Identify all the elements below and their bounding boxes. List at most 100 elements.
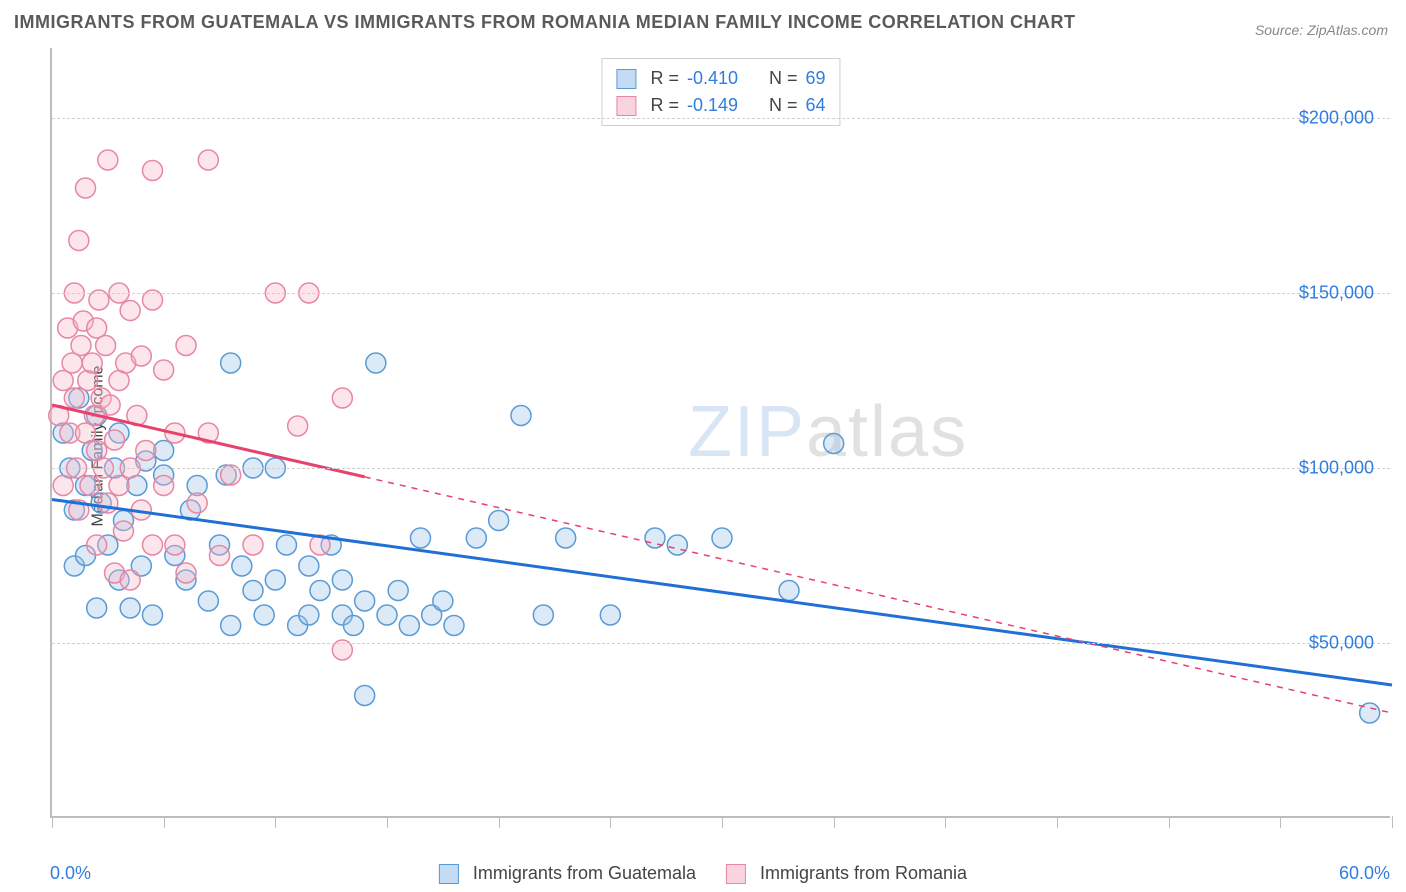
- x-tick: [275, 816, 276, 828]
- data-point: [221, 353, 241, 373]
- x-tick: [52, 816, 53, 828]
- gridline: [52, 293, 1390, 294]
- data-point: [243, 581, 263, 601]
- data-point: [444, 616, 464, 636]
- x-tick: [387, 816, 388, 828]
- data-point: [221, 616, 241, 636]
- n-label: N =: [769, 92, 798, 119]
- data-point: [96, 336, 116, 356]
- data-point: [176, 336, 196, 356]
- data-point: [80, 476, 100, 496]
- y-tick-label: $200,000: [1299, 108, 1374, 129]
- data-point: [366, 353, 386, 373]
- data-point: [779, 581, 799, 601]
- n-value: 64: [806, 92, 826, 119]
- data-point: [131, 346, 151, 366]
- legend-swatch: [616, 69, 636, 89]
- data-point: [299, 605, 319, 625]
- x-axis-end-label: 60.0%: [1339, 863, 1390, 884]
- data-point: [100, 395, 120, 415]
- data-point: [198, 150, 218, 170]
- data-point: [136, 441, 156, 461]
- gridline: [52, 118, 1390, 119]
- bottom-legend-item: Immigrants from Romania: [726, 863, 967, 884]
- data-point: [466, 528, 486, 548]
- series-label: Immigrants from Romania: [760, 863, 967, 884]
- data-point: [120, 301, 140, 321]
- data-point: [712, 528, 732, 548]
- legend-stats-row: R = -0.149 N = 64: [616, 92, 825, 119]
- data-point: [600, 605, 620, 625]
- data-point: [232, 556, 252, 576]
- data-point: [113, 521, 133, 541]
- r-value: -0.149: [687, 92, 738, 119]
- legend-swatch: [439, 864, 459, 884]
- data-point: [411, 528, 431, 548]
- data-point: [69, 231, 89, 251]
- data-point: [143, 161, 163, 181]
- data-point: [76, 178, 96, 198]
- data-point: [288, 416, 308, 436]
- data-point: [143, 535, 163, 555]
- data-point: [165, 535, 185, 555]
- x-tick: [1169, 816, 1170, 828]
- x-tick: [610, 816, 611, 828]
- bottom-legend: Immigrants from Guatemala Immigrants from…: [439, 863, 967, 884]
- data-point: [87, 598, 107, 618]
- data-point: [198, 591, 218, 611]
- data-point: [87, 535, 107, 555]
- data-point: [277, 535, 297, 555]
- data-point: [299, 556, 319, 576]
- data-point: [489, 511, 509, 531]
- data-point: [332, 388, 352, 408]
- data-point: [53, 476, 73, 496]
- legend-stats-box: R = -0.410 N = 69R = -0.149 N = 64: [601, 58, 840, 126]
- trend-line-dashed: [365, 477, 1392, 713]
- data-point: [399, 616, 419, 636]
- data-point: [105, 430, 125, 450]
- x-tick: [1280, 816, 1281, 828]
- x-tick: [164, 816, 165, 828]
- plot-area: ZIPatlas R = -0.410 N = 69R = -0.149 N =…: [50, 48, 1390, 818]
- data-point: [388, 581, 408, 601]
- data-point: [78, 371, 98, 391]
- data-point: [176, 563, 196, 583]
- n-value: 69: [806, 65, 826, 92]
- data-point: [265, 570, 285, 590]
- data-point: [254, 605, 274, 625]
- data-point: [154, 476, 174, 496]
- data-point: [667, 535, 687, 555]
- chart-title: IMMIGRANTS FROM GUATEMALA VS IMMIGRANTS …: [14, 12, 1075, 33]
- legend-swatch: [616, 96, 636, 116]
- chart-container: IMMIGRANTS FROM GUATEMALA VS IMMIGRANTS …: [0, 0, 1406, 892]
- data-point: [243, 535, 263, 555]
- data-point: [533, 605, 553, 625]
- data-point: [98, 150, 118, 170]
- n-label: N =: [769, 65, 798, 92]
- bottom-legend-item: Immigrants from Guatemala: [439, 863, 696, 884]
- data-point: [82, 353, 102, 373]
- scatter-svg: [52, 48, 1390, 816]
- r-label: R =: [650, 65, 679, 92]
- data-point: [109, 476, 129, 496]
- x-axis-start-label: 0.0%: [50, 863, 91, 884]
- x-tick: [1392, 816, 1393, 828]
- x-tick: [945, 816, 946, 828]
- data-point: [824, 434, 844, 454]
- y-tick-label: $100,000: [1299, 458, 1374, 479]
- data-point: [154, 441, 174, 461]
- data-point: [377, 605, 397, 625]
- data-point: [556, 528, 576, 548]
- data-point: [143, 605, 163, 625]
- r-value: -0.410: [687, 65, 738, 92]
- data-point: [355, 591, 375, 611]
- data-point: [120, 570, 140, 590]
- data-point: [98, 493, 118, 513]
- r-label: R =: [650, 92, 679, 119]
- data-point: [120, 598, 140, 618]
- legend-swatch: [726, 864, 746, 884]
- data-point: [154, 360, 174, 380]
- data-point: [71, 336, 91, 356]
- source-attribution: Source: ZipAtlas.com: [1255, 22, 1388, 38]
- data-point: [355, 686, 375, 706]
